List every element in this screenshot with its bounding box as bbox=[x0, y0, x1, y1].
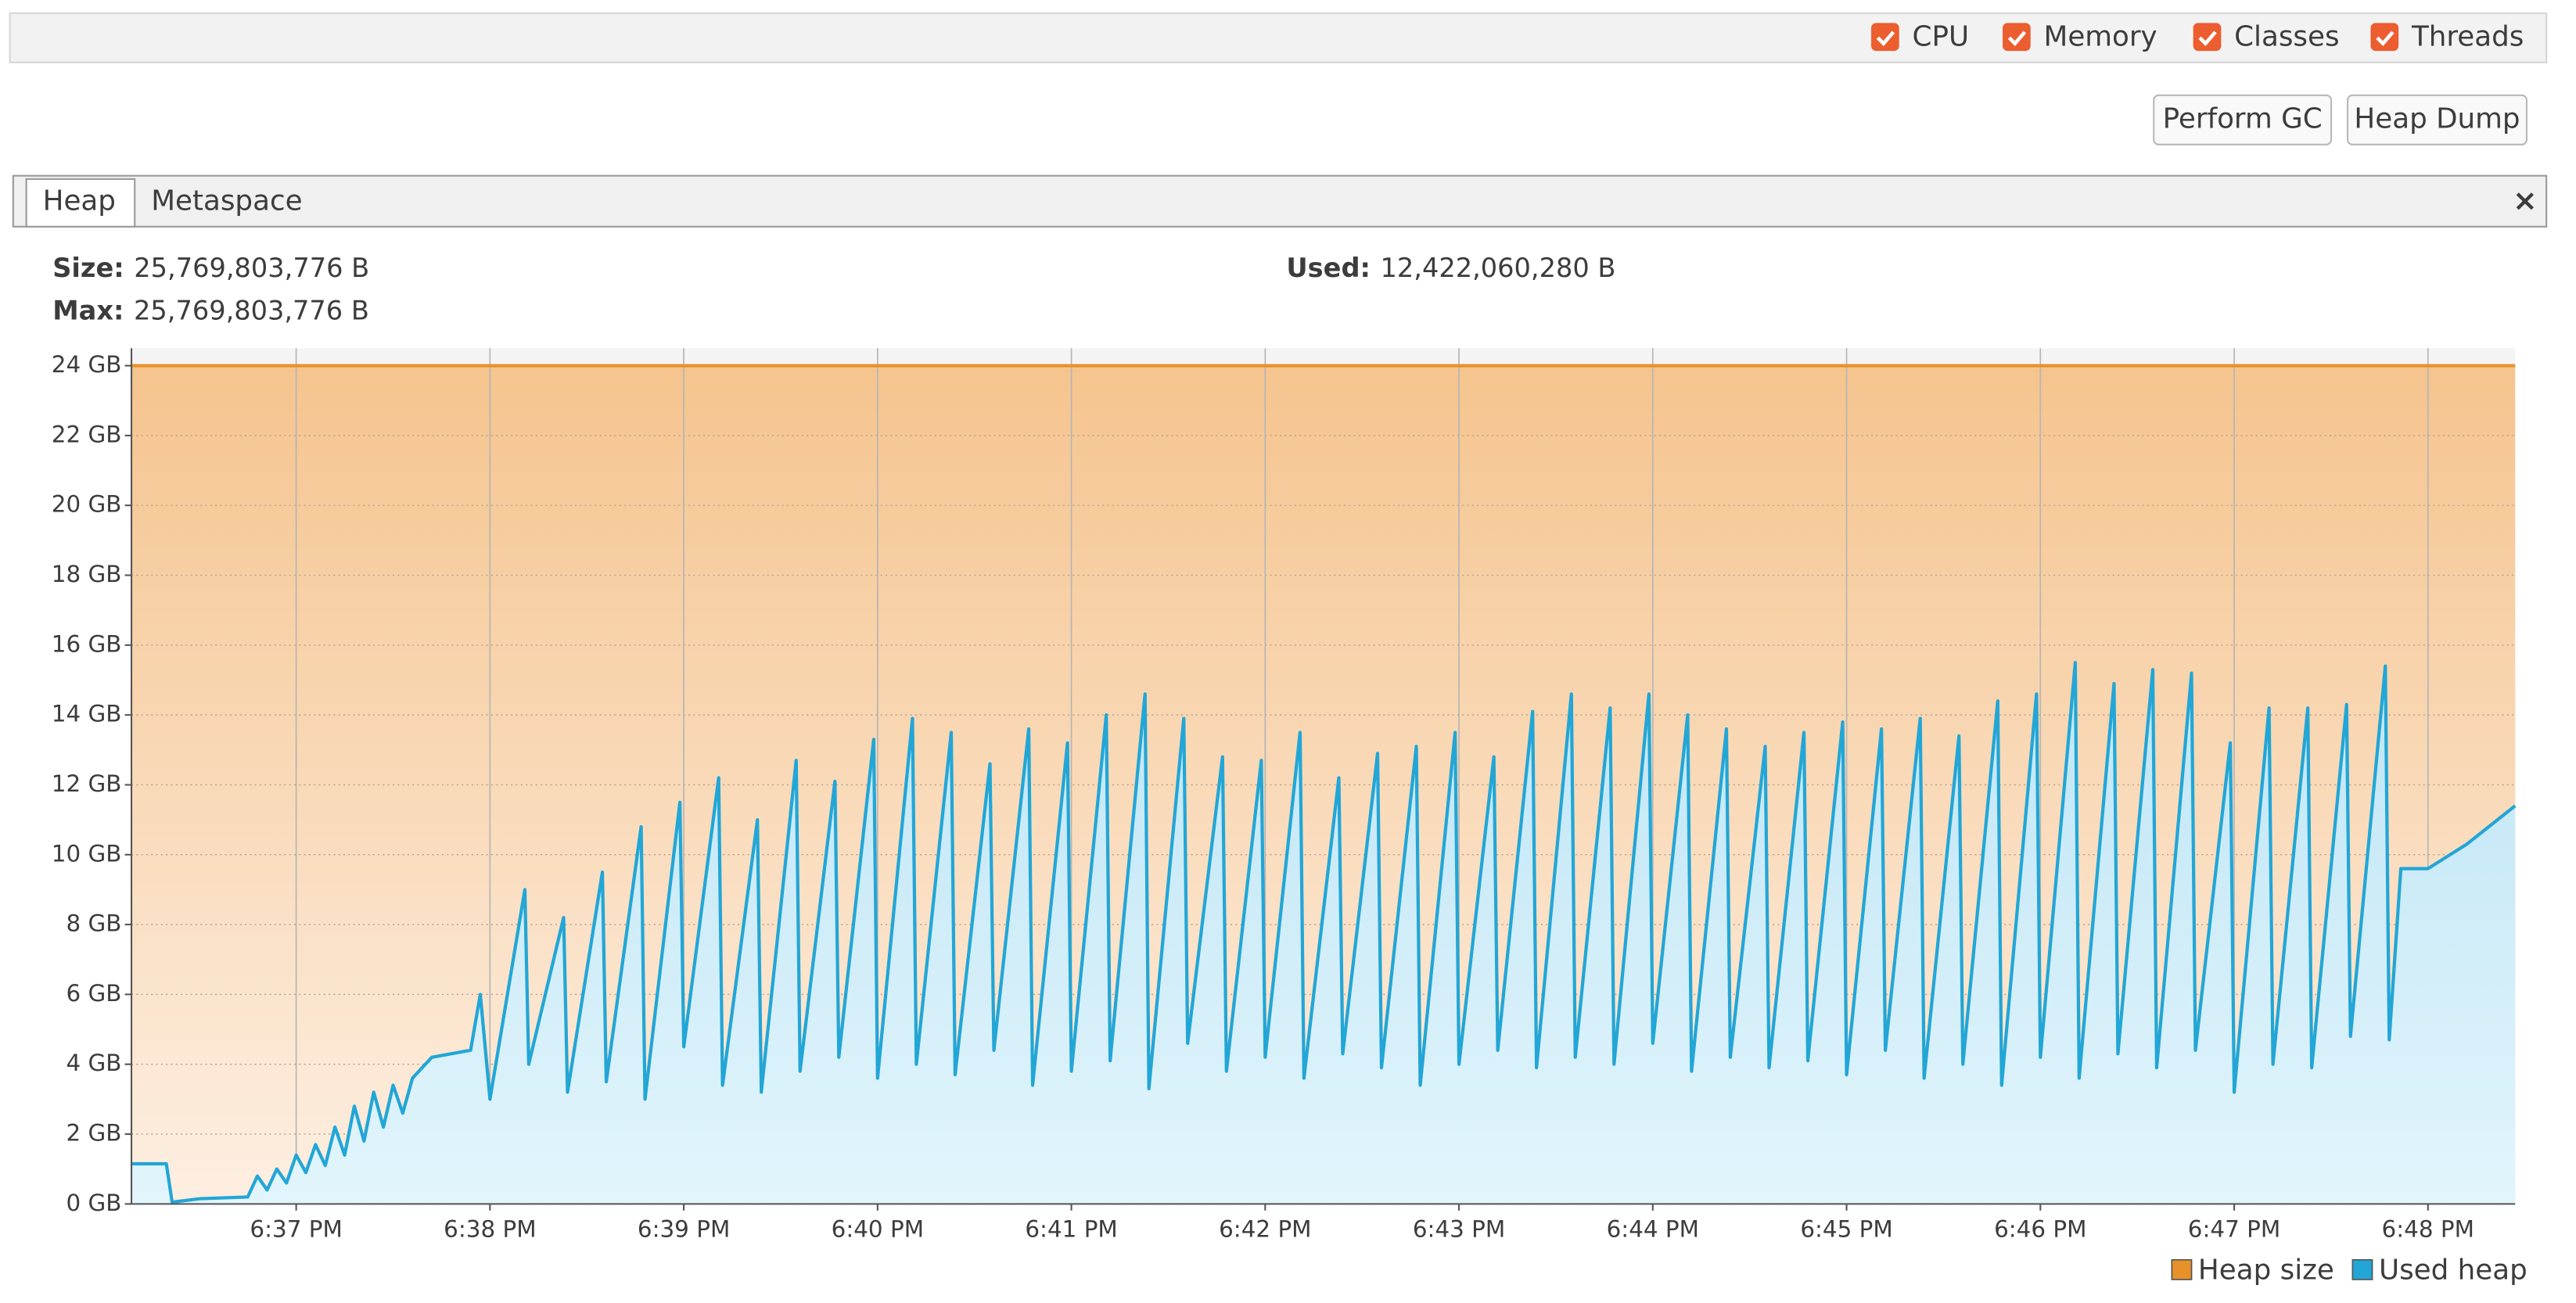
y-tick-label: 6 GB bbox=[66, 980, 121, 1007]
y-tick-label: 12 GB bbox=[52, 770, 122, 797]
legend-swatch bbox=[2351, 1258, 2373, 1280]
checkbox-box bbox=[2003, 23, 2031, 52]
y-tick-label: 18 GB bbox=[52, 561, 122, 587]
x-tick-label: 6:45 PM bbox=[1800, 1215, 1892, 1242]
info-label: Size: bbox=[52, 253, 124, 283]
y-tick-label: 10 GB bbox=[52, 840, 122, 867]
x-tick-label: 6:48 PM bbox=[2382, 1215, 2474, 1242]
tab[interactable]: Metaspace bbox=[151, 185, 302, 217]
y-tick-label: 24 GB bbox=[52, 351, 122, 378]
x-tick-label: 6:40 PM bbox=[832, 1215, 924, 1242]
check-mark bbox=[2376, 31, 2395, 47]
checkbox[interactable]: Classes bbox=[2193, 20, 2340, 52]
x-tick-label: 6:46 PM bbox=[1994, 1215, 2086, 1242]
x-tick-label: 6:37 PM bbox=[250, 1215, 342, 1242]
info-value: 25,769,803,776 B bbox=[134, 296, 369, 326]
y-tick-label: 2 GB bbox=[66, 1120, 121, 1147]
checkbox-box bbox=[2370, 23, 2399, 52]
toolbar bbox=[9, 12, 2548, 63]
button[interactable]: Perform GC bbox=[2153, 94, 2333, 145]
checkbox-label: Threads bbox=[2411, 20, 2524, 52]
legend-label: Used heap bbox=[2379, 1254, 2527, 1286]
x-tick-label: 6:47 PM bbox=[2188, 1215, 2280, 1242]
x-tick-label: 6:41 PM bbox=[1025, 1215, 1117, 1242]
checkbox-box bbox=[1871, 23, 1899, 52]
button-label: Perform GC bbox=[2163, 102, 2323, 135]
checkbox[interactable]: Threads bbox=[2370, 20, 2524, 52]
y-tick-label: 20 GB bbox=[52, 491, 122, 518]
check-mark bbox=[1876, 31, 1895, 47]
tab-bar bbox=[12, 174, 2548, 228]
tab-label: Metaspace bbox=[151, 185, 302, 217]
checkbox-label: CPU bbox=[1913, 20, 1970, 52]
checkbox[interactable]: Memory bbox=[2003, 20, 2157, 52]
checkbox[interactable]: CPU bbox=[1871, 20, 1969, 52]
y-tick-label: 22 GB bbox=[52, 421, 122, 447]
checkbox-label: Memory bbox=[2044, 20, 2157, 52]
close-button[interactable]: × bbox=[2513, 183, 2538, 217]
x-tick-label: 6:39 PM bbox=[638, 1215, 730, 1242]
info-label: Used: bbox=[1286, 253, 1371, 283]
info-value: 12,422,060,280 B bbox=[1381, 253, 1616, 283]
x-tick-label: 6:38 PM bbox=[444, 1215, 536, 1242]
info-value: 25,769,803,776 B bbox=[134, 253, 369, 283]
button-frame bbox=[2153, 94, 2333, 145]
y-tick-label: 0 GB bbox=[66, 1190, 121, 1216]
tab-label: Heap bbox=[43, 185, 116, 217]
button-frame bbox=[2347, 94, 2528, 145]
tab-frame bbox=[25, 178, 136, 228]
y-tick-label: 16 GB bbox=[52, 630, 122, 657]
series-area bbox=[131, 662, 2516, 1204]
button-label: Heap Dump bbox=[2354, 102, 2520, 135]
legend-swatch bbox=[2171, 1258, 2193, 1280]
checkbox-box bbox=[2193, 23, 2222, 52]
x-tick-label: 6:43 PM bbox=[1413, 1215, 1505, 1242]
checkbox-label: Classes bbox=[2234, 20, 2339, 52]
y-tick-label: 4 GB bbox=[66, 1050, 121, 1076]
check-mark bbox=[2007, 31, 2027, 47]
y-tick-label: 14 GB bbox=[52, 701, 122, 727]
y-tick-label: 8 GB bbox=[66, 910, 121, 937]
legend-label: Heap size bbox=[2198, 1254, 2334, 1286]
check-mark bbox=[2198, 31, 2217, 47]
tab[interactable]: Heap bbox=[25, 178, 136, 228]
series-line bbox=[131, 661, 2517, 1204]
button[interactable]: Heap Dump bbox=[2347, 94, 2528, 145]
x-tick-label: 6:42 PM bbox=[1219, 1215, 1311, 1242]
info-label: Max: bbox=[52, 296, 124, 326]
x-tick-label: 6:44 PM bbox=[1607, 1215, 1699, 1242]
